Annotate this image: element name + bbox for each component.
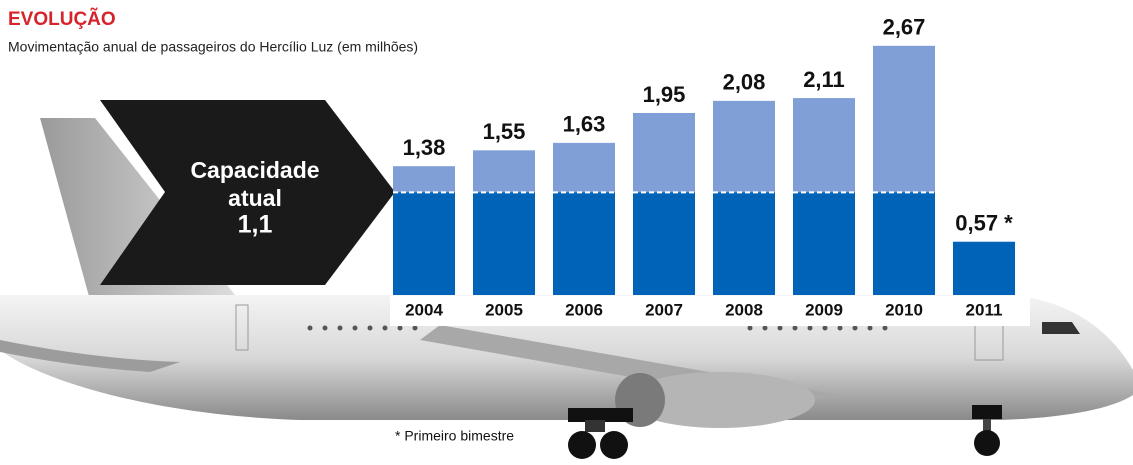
capacity-bar (473, 192, 535, 295)
chart-title: EVOLUÇÃO (8, 8, 116, 30)
capacity-label: Capacidade atual (190, 157, 319, 211)
capacity-bar (873, 192, 935, 295)
value-label: 1,55 (483, 119, 526, 144)
value-label: 1,38 (403, 135, 446, 160)
label-strip (390, 296, 1030, 326)
value-label: 2,67 (883, 15, 926, 40)
value-label: 2,11 (803, 67, 845, 92)
capacity-value: 1,1 (238, 211, 273, 239)
capacity-bar (553, 192, 615, 295)
x-tick-label: 2005 (485, 300, 523, 319)
capacity-bar (393, 192, 455, 295)
x-tick-label: 2009 (805, 300, 843, 319)
x-tick-label: 2008 (725, 300, 763, 319)
capacity-bar (633, 192, 695, 295)
x-tick-label: 2007 (645, 300, 683, 319)
value-label: 2,08 (723, 70, 766, 95)
chart-subtitle: Movimentação anual de passageiros do Her… (8, 39, 418, 55)
capacity-arrow (100, 100, 395, 285)
footnote: * Primeiro bimestre (395, 428, 514, 444)
x-tick-label: 2006 (565, 300, 603, 319)
value-label: 0,57 * (955, 211, 1013, 236)
x-tick-label: 2010 (885, 300, 923, 319)
capacity-bar (713, 192, 775, 295)
value-label: 1,95 (643, 82, 686, 107)
value-label: 1,63 (563, 112, 606, 137)
capacity-bar (793, 192, 855, 295)
capacity-bar (953, 241, 1015, 295)
x-tick-label: 2004 (405, 300, 443, 319)
bars: 1,38 2004 1,55 2005 1,63 2006 1,95 2007 2,08 2008… (393, 15, 1015, 319)
x-tick-label: 2011 (966, 300, 1003, 319)
